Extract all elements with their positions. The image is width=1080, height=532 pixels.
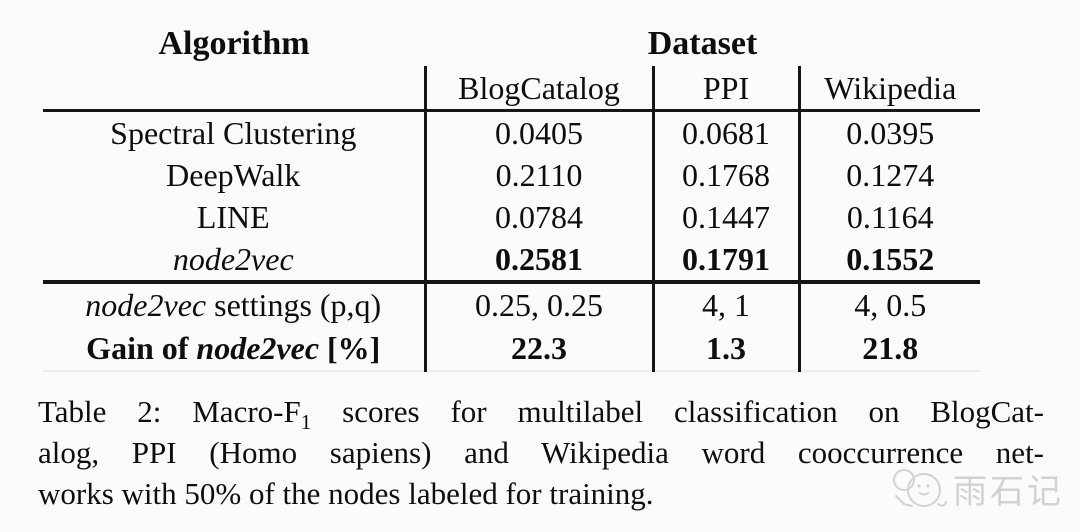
results-table: Algorithm Dataset BlogCatalog PPI Wikipe…: [43, 22, 981, 372]
node2vec-label-text: node2vec: [172, 241, 294, 277]
cell-value: 0.0405: [423, 110, 653, 154]
row-label-spectral-clustering: Spectral Clustering: [110, 115, 357, 151]
caption-text: scores for multilabel classification on …: [311, 394, 1044, 429]
gain-label-prefix: Gain of: [86, 330, 197, 366]
cell-value: 0.0681: [651, 110, 799, 154]
dataset-header: Dataset: [647, 24, 758, 62]
caption-text: Table 2: Macro-F: [38, 394, 301, 429]
table-row: DeepWalk 0.2110 0.1768 0.1274: [43, 154, 981, 196]
caption-line-3: works with 50% of the nodes labeled for …: [38, 476, 654, 511]
cell-value: 0.1447: [651, 196, 799, 238]
algorithm-header: Algorithm: [158, 24, 310, 62]
column-header-ppi: PPI: [651, 66, 799, 112]
gain-value: 22.3: [511, 330, 567, 366]
cell-value: 0.1768: [651, 154, 799, 196]
table-column-header-row: BlogCatalog PPI Wikipedia: [43, 66, 981, 112]
table-caption: Table 2: Macro-F1 scores for multilabel …: [38, 391, 1044, 514]
row-label-line: LINE: [196, 199, 270, 235]
caption-line-1: Table 2: Macro-F1 scores for multilabel …: [38, 391, 1044, 435]
cell-value: 0.1164: [797, 196, 981, 238]
row-label-node2vec-settings: node2vec settings (p,q): [43, 282, 425, 326]
watermark: 雨石记: [886, 462, 1064, 514]
cell-value: 22.3: [423, 326, 653, 372]
table-row-gain: Gain of node2vec [%] 22.3 1.3 21.8: [43, 326, 981, 372]
cat-doodle-icon: [886, 462, 948, 514]
row-label-gain: Gain of node2vec [%]: [43, 326, 425, 372]
row-label-node2vec: node2vec: [43, 238, 425, 284]
gain-value: 21.8: [862, 330, 919, 366]
f1-subscript: 1: [300, 410, 312, 435]
settings-label-italic: node2vec: [85, 287, 207, 323]
column-header-blogcatalog: BlogCatalog: [423, 66, 653, 112]
watermark-text: 雨石记: [953, 473, 1064, 511]
cell-value: 1.3: [651, 326, 799, 372]
cell-value: 0.1552: [797, 238, 981, 284]
cell-value: 4, 0.5: [797, 282, 981, 326]
cell-value: 0.0395: [797, 110, 981, 154]
best-score: 0.1552: [846, 241, 935, 277]
cell-value: 0.0784: [423, 196, 653, 238]
row-label-deepwalk: DeepWalk: [166, 157, 301, 193]
cell-value: 0.1791: [651, 238, 799, 284]
empty-header-cell: [43, 66, 425, 112]
cell-value: 21.8: [797, 326, 981, 372]
cell-value: 0.1274: [797, 154, 981, 196]
table-group-header-row: Algorithm Dataset: [43, 22, 980, 66]
column-header-wikipedia: Wikipedia: [797, 66, 981, 112]
table-row-settings: node2vec settings (p,q) 0.25, 0.25 4, 1 …: [43, 282, 981, 326]
cell-value: 0.2581: [423, 238, 653, 284]
gain-label-suffix: [%]: [319, 330, 381, 366]
cell-value: 0.2110: [423, 154, 653, 196]
caption-line-2: alog, PPI (Homo sapiens) and Wikipedia w…: [38, 435, 1044, 470]
best-score: 0.1791: [682, 241, 770, 277]
cell-value: 4, 1: [651, 282, 799, 326]
gain-value: 1.3: [706, 330, 746, 366]
table-row: node2vec 0.2581 0.1791 0.1552: [43, 238, 981, 284]
settings-label-rest: settings (p,q): [206, 287, 382, 323]
table-row: LINE 0.0784 0.1447 0.1164: [43, 196, 981, 238]
gain-label-italic: node2vec: [196, 330, 320, 366]
table-row: Spectral Clustering 0.0405 0.0681 0.0395: [43, 110, 981, 154]
cell-value: 0.25, 0.25: [423, 282, 653, 326]
best-score: 0.2581: [495, 241, 583, 277]
